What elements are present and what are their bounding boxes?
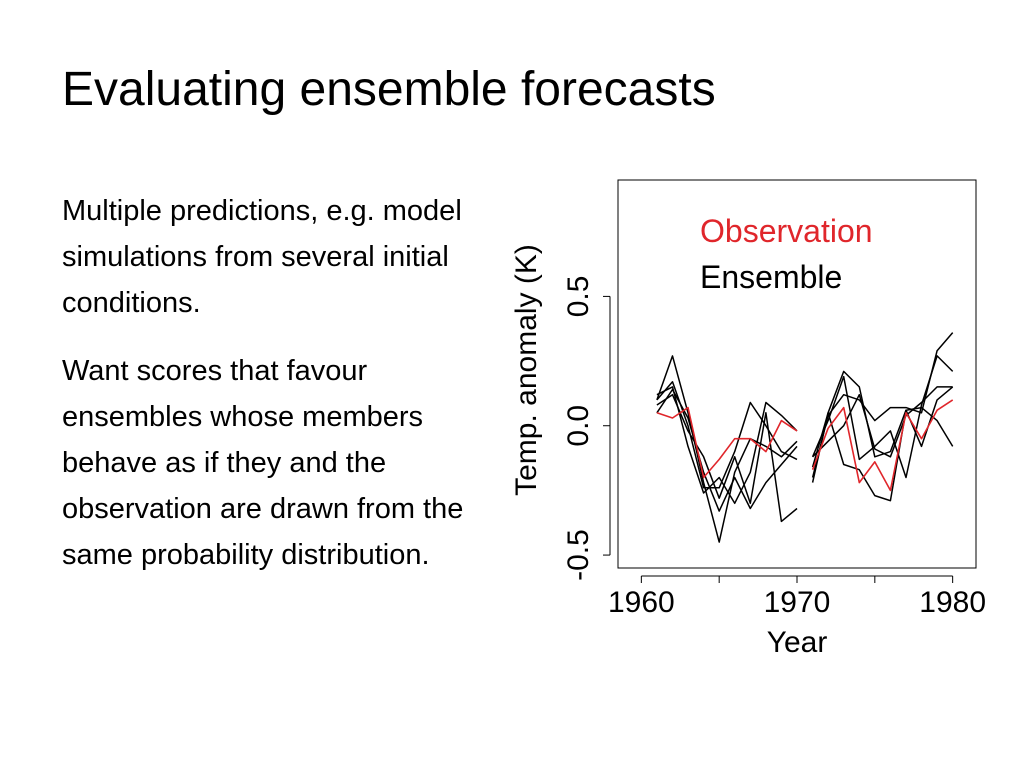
observation-line: [811, 399, 954, 492]
legend-observation: Observation: [700, 213, 873, 249]
x-axis-label: Year: [767, 626, 828, 659]
y-tick-label: -0.5: [562, 529, 595, 581]
observation-line: [656, 406, 798, 479]
slide-title: Evaluating ensemble forecasts: [62, 63, 716, 116]
ensemble-member-line: [811, 370, 954, 468]
y-axis-label: Temp. anomaly (K): [510, 244, 543, 496]
paragraph-ensemble-definition: Multiple predictions, e.g. model simulat…: [62, 195, 462, 319]
x-tick-label: 1980: [919, 586, 986, 619]
paragraph-scoring-goal: Want scores that favour ensembles whose …: [62, 355, 464, 571]
y-tick-label: 0.0: [562, 405, 595, 447]
chart-svg: 1960 1970 1980 -0.5 0.0 0.5 Year Temp. anomaly …: [510, 179, 986, 659]
ensemble-member-line: [656, 386, 798, 505]
ensemble-chart: 1960 1970 1980 -0.5 0.0 0.5 Year Temp. anomaly …: [500, 170, 1020, 670]
ensemble-member-line: [812, 386, 953, 458]
ensemble-member-line: [656, 355, 798, 543]
y-tick-label: 0.5: [562, 276, 595, 318]
x-tick-label: 1970: [764, 586, 831, 619]
legend-ensemble: Ensemble: [700, 259, 842, 295]
x-tick-label: 1960: [608, 586, 675, 619]
ensemble-member-line: [811, 355, 954, 479]
ensemble-member-line: [656, 381, 798, 489]
body-text: Multiple predictions, e.g. model simulat…: [62, 188, 492, 600]
plot-frame: [617, 179, 977, 569]
